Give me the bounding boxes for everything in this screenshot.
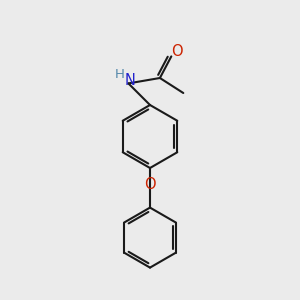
Text: H: H [115, 68, 124, 82]
Text: N: N [124, 73, 135, 88]
Text: O: O [171, 44, 182, 59]
Text: O: O [144, 177, 156, 192]
